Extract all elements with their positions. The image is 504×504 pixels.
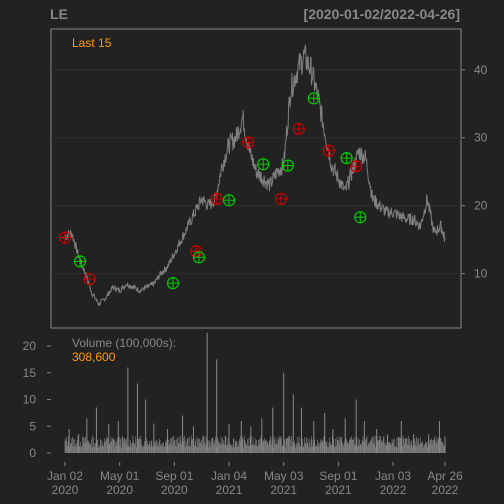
x-tick-month-label: May 01 [100,469,140,483]
sell-marker [322,144,335,157]
buy-marker [257,158,270,171]
sell-marker [350,160,363,173]
x-tick-year-label: 2021 [270,483,297,497]
last-label: Last 15 [72,36,112,50]
x-tick-year-label: 2020 [52,483,79,497]
volume-y-tick-label: 10 [23,393,37,407]
x-tick-month-label: Jan 04 [211,469,247,483]
price-series-line [64,44,446,307]
x-tick-month-label: Jan 03 [375,469,411,483]
volume-y-tick-label: 5 [29,419,36,433]
date-range-subtitle: [2020-01-02/2022-04-26] [304,6,460,22]
buy-marker [73,255,87,268]
price-y-tick-label: 20 [474,199,488,213]
price-y-tick-label: 40 [474,63,488,77]
x-tick-month-label: May 03 [264,469,304,483]
sell-marker [190,245,203,258]
volume-y-tick-label: 0 [29,446,36,460]
x-tick-month-label: Apr 26 [427,469,463,483]
price-y-tick-label: 30 [474,131,488,145]
x-tick-year-label: 2021 [216,483,243,497]
sell-marker [292,122,305,135]
trade-markers [58,92,367,290]
volume-bars [64,332,446,453]
sell-marker [242,136,255,149]
price-gridlines [51,69,461,275]
chart-title: LE [50,6,68,22]
x-tick-year-label: 2021 [325,483,352,497]
sell-marker [274,192,288,205]
x-tick-month-label: Sep 01 [319,469,357,483]
buy-marker [166,277,180,290]
x-tick-year-label: 2022 [380,483,407,497]
price-y-axis: 10 20 30 40 [461,63,488,281]
x-tick-month-label: Sep 01 [155,469,193,483]
volume-label: Volume (100,000s): [72,336,176,350]
sell-marker [83,272,96,286]
buy-marker [281,159,294,172]
buy-marker [340,152,353,165]
x-tick-year-label: 2020 [161,483,188,497]
x-tick-year-label: 2020 [106,483,133,497]
sell-marker [58,231,72,244]
volume-y-tick-label: 20 [23,339,37,353]
price-y-tick-label: 10 [474,267,488,281]
volume-last-value: 308,600 [72,350,116,364]
volume-y-axis: 0 5 10 15 20 [23,339,51,460]
buy-marker [354,211,367,224]
x-tick-year-label: 2022 [432,483,459,497]
volume-y-tick-label: 15 [23,366,37,380]
buy-marker [222,194,236,207]
buy-marker [192,251,206,264]
sell-marker [210,192,223,205]
buy-marker [307,92,320,105]
x-tick-month-label: Jan 02 [47,469,83,483]
